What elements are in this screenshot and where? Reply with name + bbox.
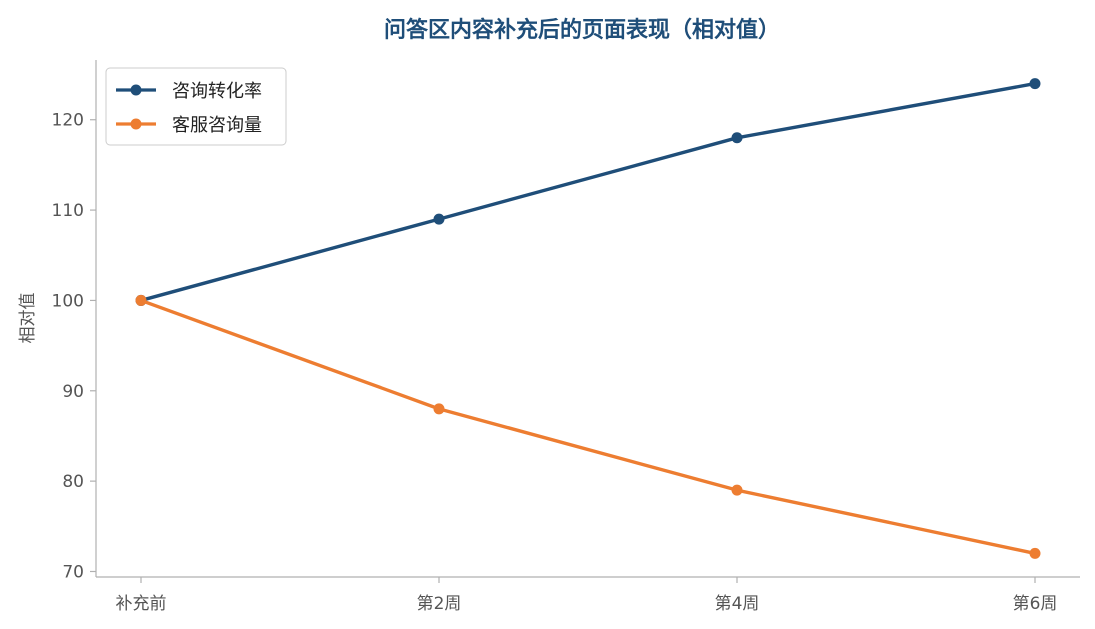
y-tick-label: 100	[52, 291, 84, 311]
legend-label-inquiries: 客服咨询量	[172, 115, 262, 136]
x-tick-label: 第6周	[1013, 594, 1058, 614]
y-tick-label: 70	[62, 562, 84, 582]
data-point	[731, 484, 743, 496]
series-line	[139, 298, 1037, 556]
series-layer	[135, 78, 1041, 559]
data-point	[433, 213, 445, 225]
series-1	[135, 294, 1041, 559]
y-tick-label: 90	[62, 382, 84, 402]
legend-marker-inquiries	[130, 118, 142, 130]
y-ticks: 70 80 90 100 110 120	[52, 111, 96, 582]
x-tick-label: 第2周	[417, 594, 462, 614]
data-point	[1029, 78, 1041, 90]
y-axis-label: 相对值	[18, 293, 38, 344]
legend: 咨询转化率 客服咨询量	[105, 67, 287, 146]
y-tick-label: 110	[52, 201, 84, 221]
data-point	[731, 132, 743, 144]
axes	[95, 60, 1080, 578]
data-point	[135, 294, 147, 306]
data-point	[1029, 547, 1041, 559]
legend-marker-conversion	[130, 84, 142, 96]
y-tick-label: 120	[52, 111, 84, 131]
chart-title: 问答区内容补充后的页面表现（相对值）	[384, 17, 780, 43]
y-tick-label: 80	[62, 472, 84, 492]
series-line	[139, 81, 1037, 303]
x-tick-label: 第4周	[715, 594, 760, 614]
data-point	[433, 403, 445, 415]
x-tick-label: 补充前	[116, 594, 167, 614]
legend-label-conversion: 咨询转化率	[172, 81, 262, 102]
legend-box	[105, 67, 287, 146]
x-ticks: 补充前 第2周 第4周 第6周	[116, 577, 1058, 614]
